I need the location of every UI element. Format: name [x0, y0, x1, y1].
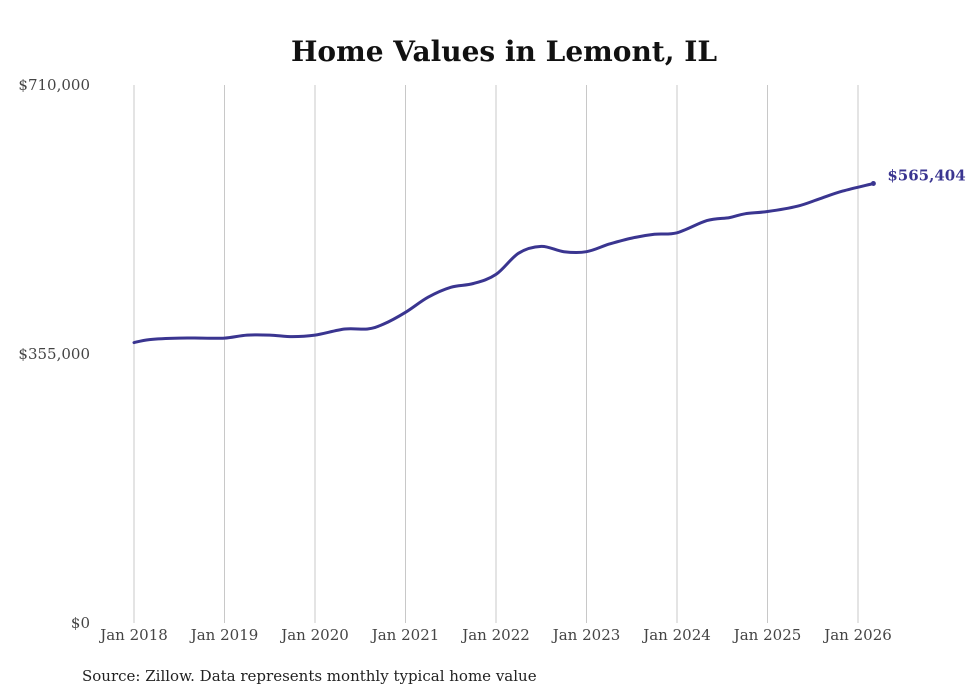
x-tick-label: Jan 2019 [189, 626, 259, 644]
x-tick-label: Jan 2020 [279, 626, 349, 644]
x-tick-label: Jan 2024 [641, 626, 711, 644]
x-tick-label: Jan 2018 [98, 626, 168, 644]
source-note: Source: Zillow. Data represents monthly … [82, 667, 537, 685]
x-tick-label: Jan 2026 [822, 626, 892, 644]
y-axis-tick-labels: $0 $355,000 $710,000 [18, 76, 90, 632]
y-tick-label: $710,000 [18, 76, 90, 94]
x-axis-tick-labels: Jan 2018 Jan 2019 Jan 2020 Jan 2021 Jan 2022… [98, 626, 892, 644]
last-value-point [870, 181, 876, 187]
x-tick-label: Jan 2023 [551, 626, 621, 644]
home-value-line [132, 182, 875, 345]
y-tick-label: $0 [71, 614, 90, 632]
x-tick-label: Jan 2025 [732, 626, 802, 644]
x-tick-label: Jan 2021 [370, 626, 440, 644]
chart-title: Home Values in Lemont, IL [291, 35, 717, 68]
y-tick-label: $355,000 [18, 345, 90, 363]
x-tick-label: Jan 2022 [460, 626, 530, 644]
vertical-gridlines [133, 85, 859, 623]
last-value-label: $565,404 [887, 167, 965, 185]
